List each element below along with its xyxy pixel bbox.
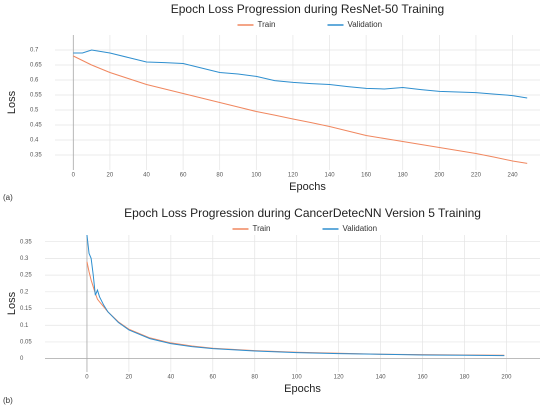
x-tick-label: 80 (251, 375, 258, 381)
y-tick-label: 0.15 (20, 306, 32, 312)
x-axis-label: Epochs (289, 181, 326, 193)
x-tick-label: 140 (325, 173, 336, 179)
x-tick-label: 120 (334, 375, 345, 381)
x-tick-label: 200 (434, 173, 445, 179)
y-tick-label: 0.35 (30, 153, 42, 159)
y-tick-label: 0.5 (30, 108, 39, 114)
y-tick-label: 0 (20, 356, 24, 362)
panel-label: (b) (3, 396, 13, 405)
y-tick-label: 0.05 (20, 340, 32, 346)
x-tick-label: 20 (126, 375, 133, 381)
x-tick-label: 60 (180, 173, 187, 179)
y-tick-label: 0.7 (30, 48, 39, 54)
series-line (73, 55, 528, 164)
x-tick-label: 60 (209, 375, 216, 381)
chart: Epoch Loss Progression during ResNet-50 … (3, 2, 540, 202)
y-tick-label: 0.1 (20, 323, 29, 329)
x-tick-label: 100 (292, 375, 303, 381)
x-axis-label: Epochs (284, 383, 321, 395)
series-line (86, 235, 505, 357)
y-tick-label: 0.45 (30, 123, 42, 129)
legend-label: Train (258, 20, 276, 29)
x-tick-label: 120 (288, 173, 299, 179)
y-axis-label: Loss (6, 90, 18, 114)
y-tick-label: 0.6 (30, 78, 39, 84)
y-axis-label: Loss (6, 291, 18, 315)
y-tick-label: 0.4 (30, 138, 39, 144)
y-tick-label: 0.65 (30, 63, 42, 69)
x-tick-label: 40 (143, 173, 150, 179)
x-tick-label: 80 (216, 173, 223, 179)
chart-title: Epoch Loss Progression during ResNet-50 … (171, 2, 444, 16)
chart: Epoch Loss Progression during CancerDete… (3, 206, 540, 405)
y-tick-label: 0.2 (20, 289, 29, 295)
x-tick-label: 240 (508, 173, 519, 179)
x-tick-label: 40 (168, 375, 175, 381)
x-tick-label: 200 (501, 375, 512, 381)
y-tick-label: 0.35 (20, 239, 32, 245)
legend-label: Validation (343, 224, 378, 233)
x-tick-label: 180 (398, 173, 409, 179)
x-tick-label: 220 (471, 173, 482, 179)
x-tick-label: 100 (251, 173, 262, 179)
series-line (73, 49, 528, 99)
x-tick-label: 0 (85, 375, 89, 381)
x-tick-label: 160 (418, 375, 429, 381)
x-tick-label: 180 (459, 375, 470, 381)
x-tick-label: 20 (107, 173, 114, 179)
y-tick-label: 0.25 (20, 273, 32, 279)
panel-label: (a) (3, 193, 13, 202)
legend-label: Train (253, 224, 271, 233)
y-tick-label: 0.55 (30, 93, 42, 99)
chart-title: Epoch Loss Progression during CancerDete… (124, 206, 481, 220)
x-tick-label: 0 (72, 173, 76, 179)
legend-label: Validation (348, 20, 383, 29)
x-tick-label: 160 (361, 173, 372, 179)
x-tick-label: 140 (376, 375, 387, 381)
y-tick-label: 0.3 (20, 256, 29, 262)
